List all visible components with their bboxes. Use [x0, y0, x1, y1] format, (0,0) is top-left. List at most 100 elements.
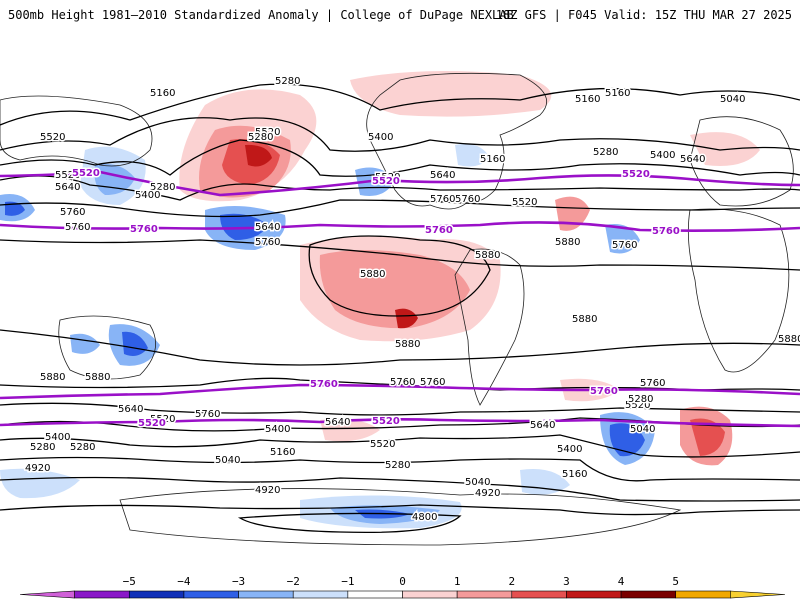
contour-line	[0, 83, 800, 126]
anomaly-area	[245, 144, 272, 167]
contour-line	[0, 456, 800, 482]
colorbar-tick-label: 1	[454, 575, 461, 588]
contour-label: 5760	[195, 409, 220, 420]
north-america-outline	[366, 72, 547, 210]
contour-label: 5160	[562, 469, 587, 480]
colorbar-bin	[347, 590, 403, 599]
contour-label: 5520	[40, 132, 65, 143]
contour-label: 5880	[395, 339, 420, 350]
contour-label: 5640	[118, 404, 143, 415]
contour-line	[0, 434, 800, 458]
contour-label: 5400	[368, 132, 393, 143]
contour-5760-north	[0, 221, 800, 232]
contour-label: 5760	[640, 378, 665, 389]
colorbar-tick-label: 3	[563, 575, 570, 588]
anomaly-area	[5, 201, 25, 216]
contour-label: 5280	[150, 182, 175, 193]
contour-label: 4920	[25, 463, 50, 474]
colorbar-bin	[238, 590, 294, 599]
anomaly-area	[455, 143, 490, 167]
contour-label: 5760	[455, 194, 480, 205]
europe-outline	[689, 116, 794, 207]
asia-outline	[0, 95, 153, 167]
colorbar-tick-label: −3	[232, 575, 245, 588]
colorbar-bin	[730, 590, 786, 599]
highlight-contour-label: 5520	[622, 169, 650, 180]
anomaly-area	[0, 468, 80, 499]
contour-label: 4800	[412, 512, 437, 523]
highlight-contour-label: 5760	[590, 386, 618, 397]
highlight-contour-label: 5760	[425, 225, 453, 236]
anomaly-area	[395, 308, 418, 329]
contour-label: 5880	[572, 314, 597, 325]
positive-anomaly-shading	[179, 71, 760, 466]
highlight-contour-label: 5520	[138, 418, 166, 429]
contour-label: 5640	[55, 182, 80, 193]
anomaly-area	[690, 418, 725, 456]
africa-outline	[687, 208, 790, 373]
contour-label: 5400	[265, 424, 290, 435]
contour-5760-south	[0, 383, 800, 400]
contour-label: 5520	[55, 170, 80, 181]
contour-line	[0, 199, 800, 218]
contour-label: 5040	[215, 455, 240, 466]
contour-label: 5400	[650, 150, 675, 161]
highlight-contour-label: 5520	[72, 168, 100, 179]
contour-label: 5160	[575, 94, 600, 105]
contour-label: 5040	[720, 94, 745, 105]
colorbar-bin	[566, 590, 622, 599]
contour-label: 5280	[385, 460, 410, 471]
antarctica-outline	[119, 488, 682, 546]
anomaly-area	[605, 224, 640, 254]
contour-line	[0, 476, 800, 502]
highlight-contour-label: 5520	[372, 176, 400, 187]
map-title: 500mb Height 1981–2010 Standardized Anom…	[8, 8, 514, 22]
contour-label: 4920	[475, 488, 500, 499]
colorbar: −5 −4 −3 −2 −1 0 1 2 3 4 5	[0, 572, 800, 600]
colorbar-tick-label: 5	[672, 575, 679, 588]
contour-label: 5400	[45, 432, 70, 443]
contour-label: 5400	[135, 190, 160, 201]
anomaly-area	[122, 331, 148, 356]
contour-label: 5520	[512, 197, 537, 208]
model-run-info: 18Z GFS | F045 Valid: 15Z THU MAR 27 202…	[495, 8, 792, 22]
contour-label: 5400	[557, 444, 582, 455]
contour-label: 5760	[60, 207, 85, 218]
highlight-contour-label: 5520	[372, 416, 400, 427]
contour-label: 5760	[420, 377, 445, 388]
contour-label: 5520	[370, 439, 395, 450]
colorbar-bin	[675, 590, 731, 599]
contour-label: 5520	[370, 439, 395, 450]
header: 500mb Height 1981–2010 Standardized Anom…	[0, 0, 800, 30]
contour-label: 5160	[605, 88, 630, 99]
contour-label: 5760	[390, 377, 415, 388]
contour-label: 5520	[255, 127, 280, 138]
contour-5520-south	[0, 418, 800, 428]
colorbar-bin	[292, 590, 349, 599]
contour-label: 5880	[85, 372, 110, 383]
contour-label: 5520	[150, 414, 175, 425]
contour-label: 5880	[40, 372, 65, 383]
contour-label: 5880	[475, 250, 500, 261]
colorbar-tick-label: 0	[399, 575, 406, 588]
colorbar-tick-label: −4	[177, 575, 191, 588]
highlight-contour-label: 5760	[310, 379, 338, 390]
anomaly-area	[319, 250, 470, 329]
contour-line	[237, 512, 462, 534]
anomaly-area	[609, 423, 645, 457]
contour-label: 5520	[375, 172, 400, 183]
colorbar-tick-label: −1	[341, 575, 354, 588]
contour-label: 5880	[360, 269, 385, 280]
contour-line	[0, 117, 800, 152]
colorbar-bin	[620, 590, 677, 599]
contour-line	[0, 504, 800, 516]
contour-label: 5280	[70, 442, 95, 453]
contour-label: 5640	[680, 154, 705, 165]
contour-label: 5160	[150, 88, 175, 99]
highlight-contour-label: 5760	[130, 224, 158, 235]
contour-label: 5880	[778, 334, 800, 345]
contour-label: 5760	[430, 194, 455, 205]
contour-label: 5040	[630, 424, 655, 435]
